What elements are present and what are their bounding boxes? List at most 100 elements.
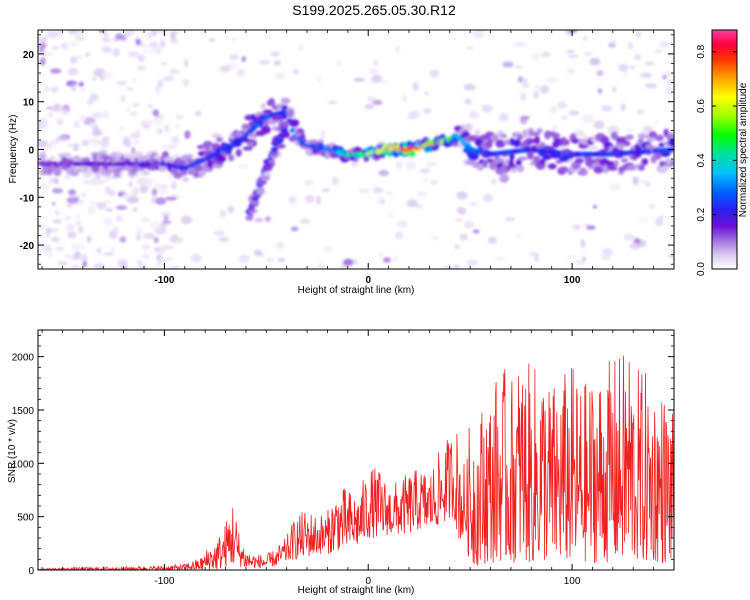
spectrogram-noise-cell xyxy=(159,257,164,267)
spectrogram-noise-cell xyxy=(88,200,98,206)
spectrogram-noise-cell xyxy=(395,231,403,240)
spectrogram-cell xyxy=(462,142,470,148)
spectrogram-noise-cell xyxy=(49,139,60,145)
spectrogram-cell xyxy=(62,152,72,158)
spectrogram-noise-cell xyxy=(190,253,203,263)
spectrogram-noise-cell xyxy=(288,195,297,204)
spectrogram-noise-cell xyxy=(275,242,285,249)
spectrogram-cell xyxy=(251,200,259,206)
spectrogram-noise-cell xyxy=(520,92,527,101)
spectrogram-cell xyxy=(613,160,619,167)
spectrogram-noise-cell xyxy=(167,144,179,149)
spectrogram-cell xyxy=(539,158,546,165)
spectrogram-noise-cell xyxy=(629,65,635,70)
spectrogram-cell xyxy=(574,157,584,164)
colorbar-tick-label: 0.6 xyxy=(696,99,707,113)
spectrogram-noise-cell xyxy=(218,237,230,242)
spectrogram-noise-cell xyxy=(155,197,167,205)
spectrogram-cell xyxy=(275,137,283,143)
spectrogram-noise-cell xyxy=(372,60,379,66)
spectrogram-noise-cell xyxy=(47,112,54,118)
spectrogram-noise-cell xyxy=(39,52,50,57)
spectrogram-noise-cell xyxy=(534,255,539,262)
spectrogram-cell xyxy=(83,157,91,163)
spectrogram-noise-cell xyxy=(170,38,179,44)
spectrogram-noise-cell xyxy=(74,214,82,219)
spectrogram-x-axis-label: Height of straight line (km) xyxy=(298,285,415,296)
spectrogram-cell xyxy=(482,160,488,168)
y-tick-label: 1500 xyxy=(12,406,35,417)
spectrogram-noise-cell xyxy=(153,237,160,244)
spectrogram-cell xyxy=(666,158,672,166)
spectrogram-cell xyxy=(495,139,506,148)
spectrogram-noise-cell xyxy=(64,215,71,221)
spectrogram-noise-cell xyxy=(640,72,652,79)
x-tick-label: -100 xyxy=(154,275,174,286)
spectrogram-noise-cell xyxy=(88,177,101,186)
spectrogram-noise-cell xyxy=(38,140,48,148)
spectrogram-noise-cell xyxy=(49,68,62,74)
spectrogram-noise-cell xyxy=(317,76,322,83)
spectrogram-cell xyxy=(659,160,666,167)
spectrogram-noise-cell xyxy=(131,189,138,197)
spectrogram-cell xyxy=(610,131,619,140)
spectrogram-noise-cell xyxy=(127,51,140,58)
spectrogram-noise-cell xyxy=(89,93,99,101)
spectrogram-noise-cell xyxy=(74,251,81,259)
spectrogram-noise-cell xyxy=(68,41,79,47)
spectrogram-noise-cell xyxy=(135,38,141,46)
spectrogram-noise-cell xyxy=(101,38,113,43)
spectrogram-cell xyxy=(197,144,205,150)
spectrogram-noise-cell xyxy=(465,46,474,50)
spectrogram-noise-cell xyxy=(545,76,558,83)
spectrogram-noise-cell xyxy=(67,143,75,147)
spectrogram-noise-cell xyxy=(64,254,76,259)
spectrogram-noise-cell xyxy=(402,95,407,102)
spectrogram-noise-cell xyxy=(566,255,576,259)
spectrogram-noise-cell xyxy=(667,78,674,86)
spectrogram-cell xyxy=(260,103,267,110)
spectrogram-noise-cell xyxy=(592,205,598,209)
spectrogram-cell xyxy=(638,165,645,171)
spectrogram-cell xyxy=(660,166,669,172)
spectrogram-noise-cell xyxy=(343,258,354,267)
spectrogram-noise-cell xyxy=(228,53,239,61)
spectrogram-noise-cell xyxy=(566,68,575,75)
spectrogram-cell xyxy=(262,171,271,177)
spectrogram-noise-cell xyxy=(55,136,68,142)
spectrogram-noise-cell xyxy=(141,43,149,49)
spectrogram-noise-cell xyxy=(131,77,137,83)
spectrogram-noise-cell xyxy=(499,173,510,183)
spectrogram-noise-cell xyxy=(157,79,164,88)
spectrogram-noise-cell xyxy=(602,248,614,257)
spectrogram-noise-cell xyxy=(424,91,429,96)
colorbar-tick-label: 0.0 xyxy=(696,262,707,276)
spectrogram-noise-cell xyxy=(160,212,172,216)
spectrogram-cell xyxy=(451,142,459,147)
spectrogram-noise-cell xyxy=(91,128,101,137)
x-tick-label: 0 xyxy=(365,576,371,587)
spectrogram-noise-cell xyxy=(298,43,304,51)
colorbar-gradient xyxy=(711,29,738,270)
spectrogram-noise-cell xyxy=(316,195,321,205)
spectrogram-noise-cell xyxy=(454,218,464,222)
spectrogram-noise-cell xyxy=(45,227,52,235)
spectrogram-noise-cell xyxy=(76,244,85,250)
spectrogram-cell xyxy=(235,148,242,157)
spectrogram-noise-cell xyxy=(456,191,468,200)
chart-title: S199.2025.265.05.30.R12 xyxy=(292,2,456,18)
spectrogram-noise-cell xyxy=(139,264,147,269)
spectrogram-noise-cell xyxy=(596,70,604,77)
spectrogram-noise-cell xyxy=(487,236,497,244)
spectrogram-noise-cell xyxy=(73,142,80,151)
spectrogram-noise-cell xyxy=(299,218,311,224)
spectrogram-noise-cell xyxy=(643,125,653,132)
spectrogram-noise-cell xyxy=(521,83,530,88)
spectrogram-noise-cell xyxy=(219,65,232,73)
spectrogram-noise-cell xyxy=(38,48,45,53)
spectrogram-noise-cell xyxy=(127,196,140,204)
spectrogram-noise-cell xyxy=(156,128,163,135)
spectrogram-noise-cell xyxy=(410,109,421,119)
